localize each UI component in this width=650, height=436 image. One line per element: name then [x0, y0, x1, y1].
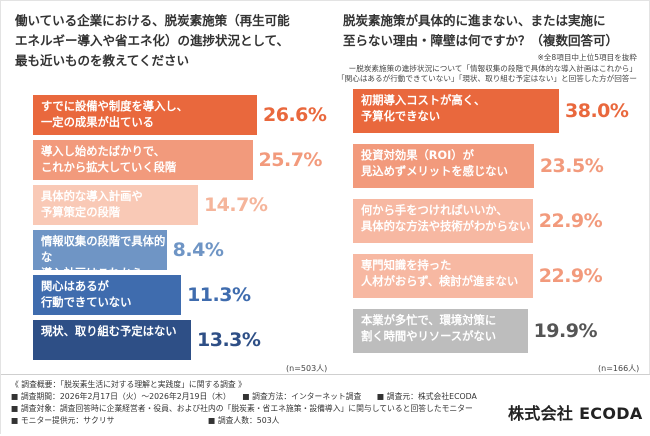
bar-1-1: 投資対効果（ROI）が 見込めずメリットを感じない [353, 144, 534, 188]
value-label-0-5: 13.3% [197, 329, 261, 351]
bar-0-5: 現状、取り組む予定はない [33, 320, 191, 360]
value-label-1-1: 23.5% [539, 155, 604, 177]
value-label-0-1: 25.7% [258, 149, 323, 171]
bar-0-2: 具体的な導入計画や 予算策定の段階 [33, 185, 198, 225]
bar-1-2: 何から手をつければいいか、 具体的な方法や技術がわからない [353, 199, 533, 243]
value-label-1-4: 19.9% [533, 320, 598, 342]
right-question-title: 脱炭素施策が具体的に進まない、または実施に 至らない理由・障壁は何ですか？（複数… [343, 13, 619, 48]
bar-0-0: すでに設備や制度を導入し、 一定の成果が出ている [33, 95, 257, 135]
value-label-1-2: 22.9% [538, 210, 603, 232]
bar-1-3: 専門知識を持った 人材がおらず、検討が進まない [353, 254, 533, 298]
bar-1-0: 初期導入コストが高く、 予算化できない [353, 89, 559, 133]
right-sample-size: (n=166人) [598, 364, 640, 373]
bar-0-3: 情報収集の段階で具体的な 導入計画はこれから [33, 230, 167, 280]
right-note-top5: ※全8項目中上位5項目を抜粋 [537, 53, 637, 62]
left-sample-size: (n=503人) [286, 364, 328, 373]
left-question-title: 働いている企業における、脱炭素施策（再生可能 エネルギー導入や省エネ化）の進捗状… [15, 13, 290, 68]
bar-0-1: 導入し始めたばかりで、 これから拡大していく段階 [33, 140, 253, 180]
right-note-condition-2: 「関心はあるが行動できていない」「現状、取り組む予定はない」と回答した方が回答ー [337, 74, 637, 83]
value-label-0-4: 11.3% [187, 284, 251, 306]
value-label-1-0: 38.0% [565, 100, 629, 122]
survey-target: ■ 調査対象：調査回答時に企業経営者・役員、および社内の「脱炭素・省エネ施策・設… [11, 404, 473, 413]
value-label-1-3: 22.9% [538, 265, 603, 287]
value-label-0-2: 14.7% [203, 194, 268, 216]
survey-monitor-count: ■ モニター提供元：サクリサ ■ 調査人数：503人 [11, 416, 280, 425]
survey-period-method: ■ 調査期間：2026年2月17日（火）～2026年2月19日（木） ■ 調査方… [11, 392, 477, 401]
survey-overview: 《 調査概要：「脱炭素生活に対する理解と実践度」に関する調査 》 [11, 380, 246, 389]
bar-1-4: 本業が多忙で、環境対策に 割く時間やリソースがない [353, 309, 528, 353]
survey-footer: 《 調査概要：「脱炭素生活に対する理解と実践度」に関する調査 》 ■ 調査期間：… [1, 374, 650, 436]
value-label-0-3: 8.4% [172, 239, 224, 261]
right-note-condition-1: ー脱炭素施策の進捗状況について「情報収集の段階で具体的な導入計画はこれから」 [348, 64, 637, 73]
company-logo-text: 株式会社 ECODA [508, 404, 643, 423]
bar-0-4: 関心はあるが 行動できていない [33, 275, 182, 315]
value-label-0-0: 26.6% [263, 104, 327, 126]
